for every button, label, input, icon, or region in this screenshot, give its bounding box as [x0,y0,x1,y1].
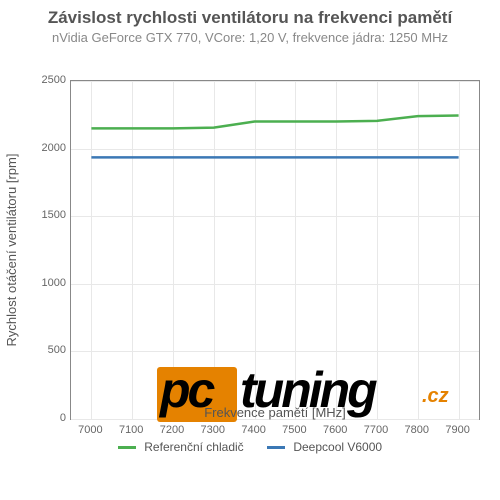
x-tick-label: 7700 [364,424,388,436]
plot-region: pc tuning .cz [70,80,480,420]
y-tick-label: 2500 [26,74,66,86]
y-tick-label: 500 [26,344,66,356]
legend: Referenční chladič Deepcool V6000 [0,440,500,454]
chart-area: Rychlost otáčení ventilátoru [rpm] pc tu… [0,60,500,460]
x-tick-label: 7500 [282,424,306,436]
x-tick-label: 7600 [323,424,347,436]
x-tick-label: 7800 [405,424,429,436]
legend-label-1: Deepcool V6000 [293,440,382,454]
page-title: Závislost rychlosti ventilátoru na frekv… [0,0,500,28]
y-tick-label: 1000 [26,277,66,289]
legend-label-0: Referenční chladič [144,440,243,454]
x-tick-label: 7900 [445,424,469,436]
x-tick-label: 7300 [201,424,225,436]
x-axis-label: Frekvence pamětí [MHz] [70,405,480,420]
x-tick-label: 7400 [241,424,265,436]
legend-swatch-1 [267,446,285,449]
y-tick-label: 0 [26,412,66,424]
y-tick-label: 2000 [26,142,66,154]
page-subtitle: nVidia GeForce GTX 770, VCore: 1,20 V, f… [0,28,500,45]
x-tick-label: 7100 [119,424,143,436]
x-tick-label: 7000 [78,424,102,436]
legend-item-1: Deepcool V6000 [267,440,382,454]
y-tick-label: 1500 [26,209,66,221]
x-tick-label: 7200 [160,424,184,436]
series-line-0 [91,115,458,128]
y-axis-label: Rychlost otáčení ventilátoru [rpm] [4,120,19,380]
legend-item-0: Referenční chladič [118,440,244,454]
legend-swatch-0 [118,446,136,449]
